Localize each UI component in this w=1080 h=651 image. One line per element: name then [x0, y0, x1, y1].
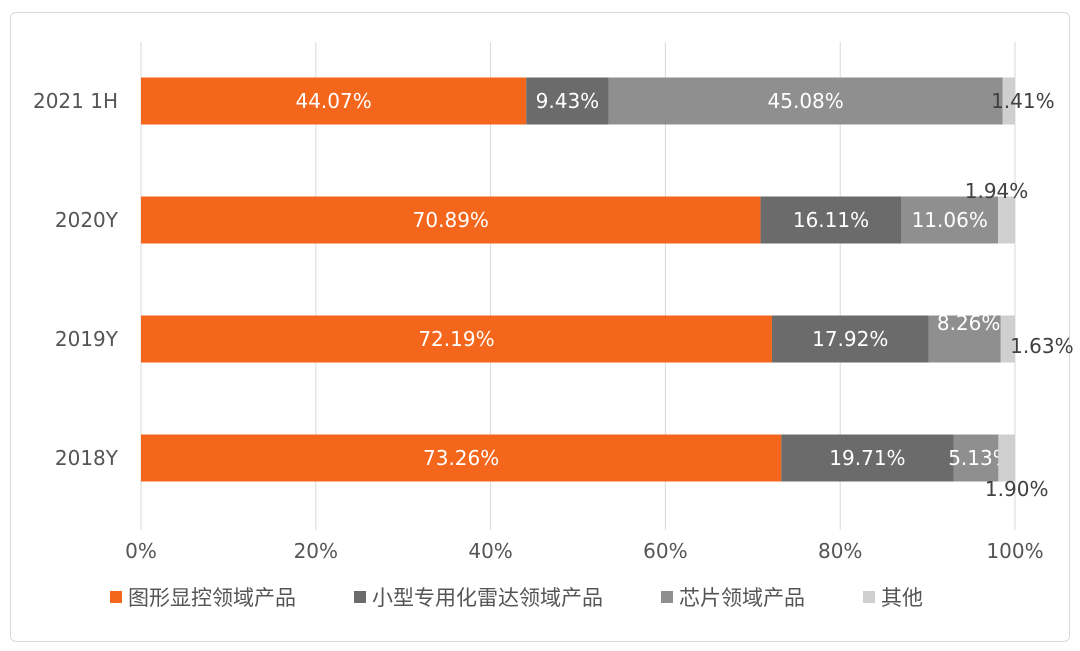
data-label: 11.06% — [912, 208, 988, 232]
data-label: 8.26% — [937, 311, 1001, 335]
bar-segment — [526, 77, 609, 125]
legend-label: 图形显控领域产品 — [128, 586, 296, 610]
legend-swatch — [661, 591, 673, 603]
bar-segment — [953, 434, 999, 482]
bar-segment — [1000, 315, 1015, 363]
legend-swatch — [354, 591, 366, 603]
legend-swatch — [110, 591, 122, 603]
x-tick-label: 0% — [125, 539, 157, 563]
bar-segment — [141, 315, 772, 363]
legend-label: 其他 — [881, 586, 923, 610]
data-label: 1.63% — [1010, 334, 1074, 358]
data-label: 70.89% — [413, 208, 489, 232]
x-tick-label: 20% — [294, 539, 338, 563]
legend-item: 其他 — [863, 582, 923, 612]
x-tick-label: 80% — [818, 539, 862, 563]
bar-segment — [901, 196, 999, 244]
category-label: 2018Y — [55, 446, 119, 470]
data-label: 19.71% — [829, 446, 905, 470]
x-tick-label: 40% — [468, 539, 512, 563]
data-label: 1.90% — [985, 477, 1049, 501]
category-label: 2021 1H — [33, 89, 118, 113]
data-label: 16.11% — [793, 208, 869, 232]
data-label: 1.94% — [965, 179, 1029, 203]
bar-segment — [781, 434, 954, 482]
bar-segment — [998, 196, 1015, 244]
data-label: 9.43% — [536, 89, 600, 113]
data-label: 44.07% — [295, 89, 371, 113]
bar-segment — [1002, 77, 1015, 125]
x-tick-label: 60% — [643, 539, 687, 563]
bar-segment — [928, 315, 1001, 363]
legend-item: 图形显控领域产品 — [110, 582, 296, 612]
bar-segment — [141, 77, 527, 125]
bar-segment — [141, 434, 782, 482]
category-label: 2020Y — [55, 208, 119, 232]
data-label: 45.08% — [768, 89, 844, 113]
bar-segment — [760, 196, 902, 244]
legend-item: 小型专用化雷达领域产品 — [354, 582, 603, 612]
data-label: 72.19% — [418, 327, 494, 351]
legend-swatch — [863, 591, 875, 603]
data-label: 17.92% — [812, 327, 888, 351]
data-label: 73.26% — [423, 446, 499, 470]
bar-segment — [998, 434, 1015, 482]
bar-segment — [141, 196, 761, 244]
x-tick-label: 100% — [986, 539, 1043, 563]
bar-segment — [608, 77, 1003, 125]
legend-label: 小型专用化雷达领域产品 — [372, 586, 603, 610]
legend-item: 芯片领域产品 — [661, 582, 805, 612]
data-label: 1.41% — [991, 89, 1055, 113]
chart-frame — [10, 12, 1070, 642]
legend: 图形显控领域产品 小型专用化雷达领域产品 芯片领域产品 其他 — [110, 582, 981, 612]
category-label: 2019Y — [55, 327, 119, 351]
bar-segment — [771, 315, 929, 363]
legend-label: 芯片领域产品 — [679, 586, 805, 610]
